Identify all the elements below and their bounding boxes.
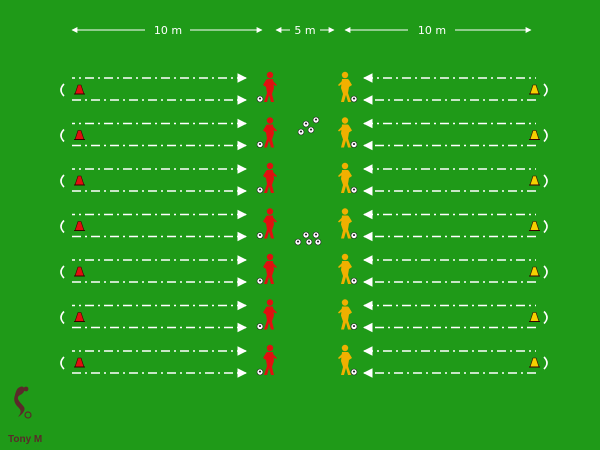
- ball-icon: [312, 231, 320, 239]
- ball-icon: [302, 231, 310, 239]
- red-cone-icon: [74, 221, 85, 231]
- yellow-cone-icon: [529, 312, 540, 322]
- ball-icon: [312, 116, 320, 124]
- yellow-player-icon: [338, 117, 352, 148]
- ball-icon: [256, 323, 264, 330]
- left-turn-path: [60, 265, 65, 279]
- ball-icon: [350, 368, 358, 376]
- yellow-player-icon: [338, 299, 352, 330]
- ball-icon: [350, 95, 358, 103]
- right-turn-path: [543, 265, 548, 279]
- lane-5: [60, 253, 548, 287]
- right-turn-path: [543, 83, 548, 97]
- yellow-player-icon: [338, 208, 352, 239]
- lane-4: [60, 208, 548, 242]
- player-logo-icon: [14, 386, 32, 419]
- red-cone-icon: [74, 312, 85, 322]
- left-turn-path: [60, 174, 65, 188]
- yellow-cone-icon: [529, 130, 540, 140]
- lane-3: [60, 162, 548, 196]
- yellow-cone-icon: [529, 357, 540, 368]
- yellow-player-icon: [338, 344, 352, 375]
- yellow-player-icon: [338, 162, 352, 193]
- ball-icon: [297, 128, 305, 136]
- red-player-icon: [263, 344, 277, 375]
- red-cone-icon: [74, 84, 85, 95]
- red-player-icon: [263, 71, 277, 102]
- ball-icon: [350, 141, 358, 148]
- ball-icon: [314, 238, 322, 246]
- red-player-icon: [263, 117, 277, 148]
- dimension-left-label: 10 m: [154, 24, 182, 37]
- dimension-left: 10 m: [71, 24, 263, 37]
- ball-icon: [294, 238, 302, 246]
- ball-icon: [350, 323, 358, 330]
- yellow-cone-icon: [529, 266, 540, 277]
- ball-icon: [256, 141, 264, 148]
- ball-icon: [350, 232, 358, 239]
- ball-icon: [256, 95, 264, 103]
- yellow-player-icon: [338, 71, 352, 102]
- red-cone-icon: [74, 266, 85, 277]
- left-turn-path: [60, 356, 65, 370]
- ball-icon: [256, 232, 264, 239]
- dimension-right: 10 m: [344, 24, 532, 37]
- lane-7: [60, 344, 548, 378]
- ball-icon: [256, 368, 264, 376]
- ball-icon: [307, 126, 315, 134]
- right-turn-path: [543, 174, 548, 188]
- yellow-cone-icon: [529, 221, 540, 231]
- ball-icon: [256, 186, 264, 194]
- ball-icon: [350, 186, 358, 194]
- right-turn-path: [543, 128, 548, 143]
- lane-1: [60, 71, 548, 105]
- left-turn-path: [60, 219, 65, 234]
- red-player-icon: [263, 253, 277, 284]
- yellow-cone-icon: [529, 84, 540, 95]
- author-credit: Tony M: [8, 434, 42, 445]
- lane-2: [60, 117, 548, 151]
- dimension-right-label: 10 m: [418, 24, 446, 37]
- red-player-icon: [263, 208, 277, 239]
- lane-6: [60, 299, 548, 333]
- red-cone-icon: [74, 175, 85, 186]
- left-turn-path: [60, 128, 65, 143]
- dimension-middle: 5 m: [275, 24, 335, 37]
- red-player-icon: [263, 162, 277, 193]
- ball-icon: [302, 120, 310, 128]
- ball-icon: [256, 277, 264, 285]
- left-turn-path: [60, 83, 65, 97]
- right-turn-path: [543, 310, 548, 325]
- right-turn-path: [543, 356, 548, 370]
- drill-lanes: [60, 71, 548, 378]
- ball-icon: [305, 238, 313, 246]
- red-cone-icon: [74, 357, 85, 368]
- left-turn-path: [60, 310, 65, 325]
- dimension-middle-label: 5 m: [294, 24, 315, 37]
- red-player-icon: [263, 299, 277, 330]
- ball-icon: [350, 277, 358, 285]
- yellow-player-icon: [338, 253, 352, 284]
- red-cone-icon: [74, 130, 85, 140]
- yellow-cone-icon: [529, 175, 540, 186]
- author-logo: Tony M: [8, 386, 42, 445]
- center-ball-clusters: [294, 116, 322, 246]
- right-turn-path: [543, 219, 548, 234]
